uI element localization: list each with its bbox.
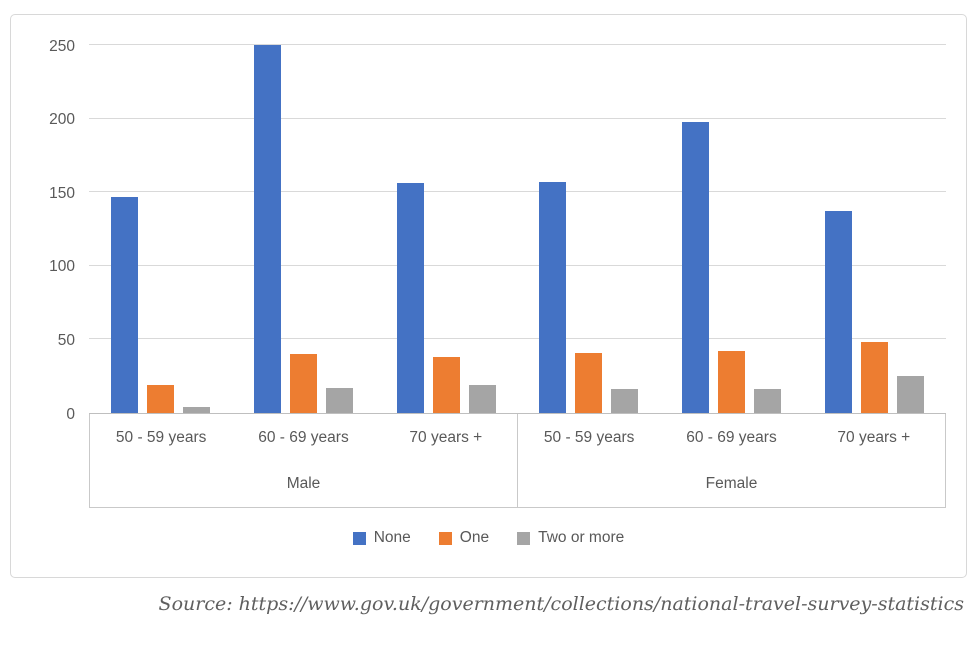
bar-two-or-more bbox=[754, 389, 782, 413]
bar-none bbox=[682, 121, 710, 413]
bar-group bbox=[803, 46, 946, 413]
bar-sections bbox=[89, 45, 947, 413]
y-tick-label: 150 bbox=[49, 184, 75, 202]
bar-group bbox=[89, 46, 232, 413]
category-label: 50 - 59 years bbox=[115, 428, 207, 446]
category-label: 50 - 59 years bbox=[543, 428, 635, 446]
gridline bbox=[89, 44, 946, 45]
y-tick-label: 250 bbox=[49, 37, 75, 55]
y-tick-label: 50 bbox=[57, 331, 75, 349]
bar-none bbox=[825, 211, 853, 413]
group-label-female: Female bbox=[705, 475, 758, 492]
bar-none bbox=[110, 196, 138, 413]
bar-section-female bbox=[518, 46, 947, 413]
bar-two-or-more bbox=[611, 389, 639, 413]
bar-group bbox=[660, 46, 803, 413]
bar-group bbox=[375, 46, 518, 413]
legend-item-two-or-more: Two or more bbox=[517, 529, 624, 547]
y-tick-label: 0 bbox=[66, 405, 75, 423]
bar-none bbox=[253, 45, 281, 413]
bar-two-or-more bbox=[468, 385, 496, 413]
gridline bbox=[89, 191, 946, 193]
legend: None One Two or more bbox=[11, 529, 966, 547]
y-axis: 0 50 100 150 200 250 bbox=[29, 38, 89, 421]
category-axis: 50 - 59 years 60 - 69 years 70 years + Male… bbox=[89, 414, 946, 508]
category-label: 70 years + bbox=[837, 428, 911, 446]
category-labels-row: 50 - 59 years 60 - 69 years 70 years + bbox=[518, 414, 945, 461]
bar-one bbox=[575, 352, 603, 413]
legend-label: Two or more bbox=[538, 529, 625, 546]
legend-swatch-icon bbox=[438, 531, 452, 545]
bar-one bbox=[146, 385, 174, 413]
bar-one bbox=[289, 354, 317, 413]
bar-none bbox=[539, 181, 567, 413]
legend-swatch-icon bbox=[517, 531, 531, 545]
bar-none bbox=[396, 183, 424, 413]
gridline bbox=[89, 117, 946, 119]
bar-two-or-more bbox=[897, 376, 925, 413]
legend-label: One bbox=[459, 529, 490, 546]
legend-label: None bbox=[373, 529, 411, 546]
bar-section-male bbox=[89, 45, 518, 413]
y-tick-label: 200 bbox=[49, 110, 75, 128]
bar-one bbox=[718, 351, 746, 413]
bar-group bbox=[232, 45, 375, 413]
legend-item-none: None bbox=[352, 529, 411, 547]
bar-two-or-more bbox=[182, 407, 210, 413]
source-caption: Source: https://www.gov.uk/government/co… bbox=[158, 593, 964, 615]
category-section-female: 50 - 59 years 60 - 69 years 70 years + Fema… bbox=[518, 414, 946, 507]
chart-body: 0 50 100 150 200 250 50 - 59 years 60 - 69 yea… bbox=[11, 15, 966, 508]
bar-two-or-more bbox=[325, 387, 353, 413]
legend-swatch-icon bbox=[352, 531, 366, 545]
category-label: 70 years + bbox=[409, 428, 483, 446]
bar-one bbox=[861, 342, 889, 413]
bar-group bbox=[518, 46, 661, 413]
category-label: 60 - 69 years bbox=[258, 428, 349, 446]
category-labels-row: 50 - 59 years 60 - 69 years 70 years + bbox=[90, 414, 517, 461]
gridline bbox=[89, 338, 946, 340]
gridline bbox=[89, 264, 946, 266]
chart-frame: 0 50 100 150 200 250 50 - 59 years 60 - 69 yea… bbox=[10, 14, 967, 578]
plot-column: 50 - 59 years 60 - 69 years 70 years + Male… bbox=[89, 44, 947, 508]
group-label-male: Male bbox=[286, 475, 321, 492]
y-tick-label: 100 bbox=[49, 258, 75, 276]
chart-figure: 0 50 100 150 200 250 50 - 59 years 60 - 69 yea… bbox=[0, 14, 978, 656]
bar-one bbox=[432, 357, 460, 413]
category-label: 60 - 69 years bbox=[686, 428, 777, 446]
plot-area bbox=[89, 44, 947, 414]
legend-item-one: One bbox=[438, 529, 490, 547]
category-section-male: 50 - 59 years 60 - 69 years 70 years + Male bbox=[90, 414, 518, 507]
